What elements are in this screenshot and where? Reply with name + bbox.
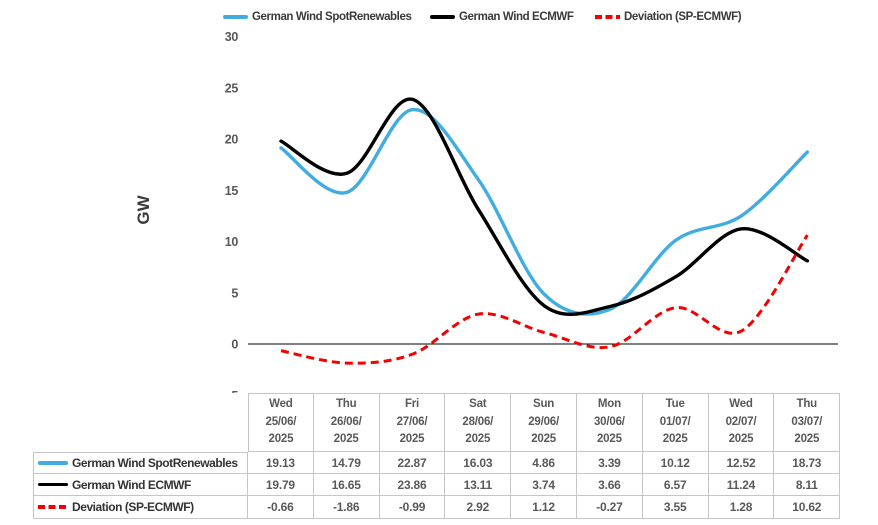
date-header-line: 27/06/ xyxy=(396,415,428,428)
value-cell: -1.86 xyxy=(313,496,380,519)
value-cell: 19.13 xyxy=(248,452,314,475)
series-line-ecmwf xyxy=(279,97,810,316)
series-label-cell: Deviation (SP-ECMWF) xyxy=(33,496,248,519)
series-line-deviation xyxy=(280,234,809,365)
forecast-data-table: Wed 25/06/2025 Thu 26/06/2025 Fri 27/06/2025 S… xyxy=(33,393,841,519)
date-header-line: Wed xyxy=(269,397,293,410)
value-cell: 2.92 xyxy=(445,496,512,519)
value-cell: 6.57 xyxy=(642,474,709,497)
legend-label-ecmwf: German Wind ECMWF xyxy=(459,11,574,23)
date-header-line: 2025 xyxy=(399,433,425,446)
y-tick-label: 15 xyxy=(225,184,239,198)
value-cell: 19.79 xyxy=(248,474,314,497)
y-tick-label: 25 xyxy=(225,81,239,95)
legend-label-spotrenewables: German Wind SpotRenewables xyxy=(252,11,412,23)
value-cell: -0.27 xyxy=(576,496,643,519)
value-cell: 1.28 xyxy=(708,496,775,519)
date-header-cell: Wed 25/06/2025 xyxy=(248,393,314,452)
date-header-line: 2025 xyxy=(596,433,622,446)
legend-item-spotrenewables[interactable]: German Wind SpotRenewables xyxy=(223,8,412,26)
date-header-line: 28/06/ xyxy=(462,415,494,428)
legend-label-deviation: Deviation (SP-ECMWF) xyxy=(624,11,742,23)
value-cell: 10.62 xyxy=(774,496,841,519)
y-tick-label: 10 xyxy=(225,235,239,249)
value-cell: 18.73 xyxy=(774,452,841,475)
date-header-cell: Thu 26/06/2025 xyxy=(313,393,380,452)
series-line-spotrenewables xyxy=(279,107,810,316)
date-header-line: Sat xyxy=(469,397,487,410)
date-header-line: Sun xyxy=(533,397,555,410)
date-header-line: Thu xyxy=(796,397,818,410)
date-header-line: 2025 xyxy=(465,433,491,446)
series-line-icon xyxy=(38,461,68,465)
value-cell: 11.24 xyxy=(708,474,775,497)
legend-item-ecmwf[interactable]: German Wind ECMWF xyxy=(430,8,574,26)
value-cell: 3.39 xyxy=(576,452,643,475)
series-label-cell: German Wind ECMWF xyxy=(33,474,248,497)
y-tick-label: 20 xyxy=(225,133,239,147)
spotrenewables-line-icon xyxy=(223,15,248,19)
table-header-spacer xyxy=(33,393,248,452)
value-cell: -0.66 xyxy=(248,496,314,519)
value-cell: 13.11 xyxy=(445,474,512,497)
date-header-line: 02/07/ xyxy=(725,415,757,428)
date-header-line: Thu xyxy=(335,397,357,410)
deviation-dashed-line-icon xyxy=(38,505,68,509)
series-label-cell: German Wind SpotRenewables xyxy=(33,452,248,475)
date-header-line: Wed xyxy=(729,397,753,410)
date-header-cell: Wed 02/07/2025 xyxy=(708,393,775,452)
value-cell: 12.52 xyxy=(708,452,775,475)
date-header-line: 25/06/ xyxy=(265,415,297,428)
value-cell: -0.99 xyxy=(379,496,446,519)
date-header-line: Fri xyxy=(404,397,420,410)
date-header-line: 2025 xyxy=(268,433,294,446)
y-tick-label: 5 xyxy=(231,286,238,300)
y-tick-label: 0 xyxy=(231,338,238,352)
date-header-line: 2025 xyxy=(662,433,688,446)
date-header-line: 2025 xyxy=(728,433,754,446)
series-label: German Wind SpotRenewables xyxy=(72,456,238,471)
date-header-cell: Sat 28/06/2025 xyxy=(445,393,512,452)
date-header-line: 03/07/ xyxy=(791,415,823,428)
series-label: Deviation (SP-ECMWF) xyxy=(72,499,194,514)
date-header-cell: Tue 01/07/2025 xyxy=(642,393,709,452)
value-cell: 22.87 xyxy=(379,452,446,475)
value-cell: 23.86 xyxy=(379,474,446,497)
value-cell: 16.03 xyxy=(445,452,512,475)
date-header-cell: Sun 29/06/2025 xyxy=(511,393,577,452)
date-header-cell: Fri 27/06/2025 xyxy=(379,393,446,452)
date-header-line: Tue xyxy=(665,397,685,410)
value-cell: 1.12 xyxy=(511,496,577,519)
date-header-line: 2025 xyxy=(333,433,359,446)
legend-item-deviation[interactable]: Deviation (SP-ECMWF) xyxy=(595,8,742,26)
date-header-line: 2025 xyxy=(794,433,820,446)
y-tick-label: 30 xyxy=(225,30,239,44)
value-cell: 16.65 xyxy=(313,474,380,497)
value-cell: 14.79 xyxy=(313,452,380,475)
ecmwf-line-icon xyxy=(430,15,455,19)
date-header-line: 26/06/ xyxy=(330,415,362,428)
deviation-dashed-line-icon xyxy=(595,15,620,19)
value-cell: 4.86 xyxy=(511,452,577,475)
date-header-line: 01/07/ xyxy=(659,415,691,428)
date-header-line: 29/06/ xyxy=(528,415,559,428)
value-cell: 3.66 xyxy=(576,474,643,497)
date-header-line: Mon xyxy=(597,397,621,410)
date-header-line: 2025 xyxy=(531,433,556,446)
value-cell: 3.55 xyxy=(642,496,709,519)
date-header-cell: Thu 03/07/2025 xyxy=(774,393,841,452)
value-cell: 3.74 xyxy=(511,474,577,497)
series-label: German Wind ECMWF xyxy=(72,477,191,492)
value-cell: 8.11 xyxy=(774,474,841,497)
value-cell: 10.12 xyxy=(642,452,709,475)
date-header-line: 30/06/ xyxy=(593,415,625,428)
date-header-cell: Mon 30/06/2025 xyxy=(576,393,643,452)
series-line-icon xyxy=(38,483,68,487)
